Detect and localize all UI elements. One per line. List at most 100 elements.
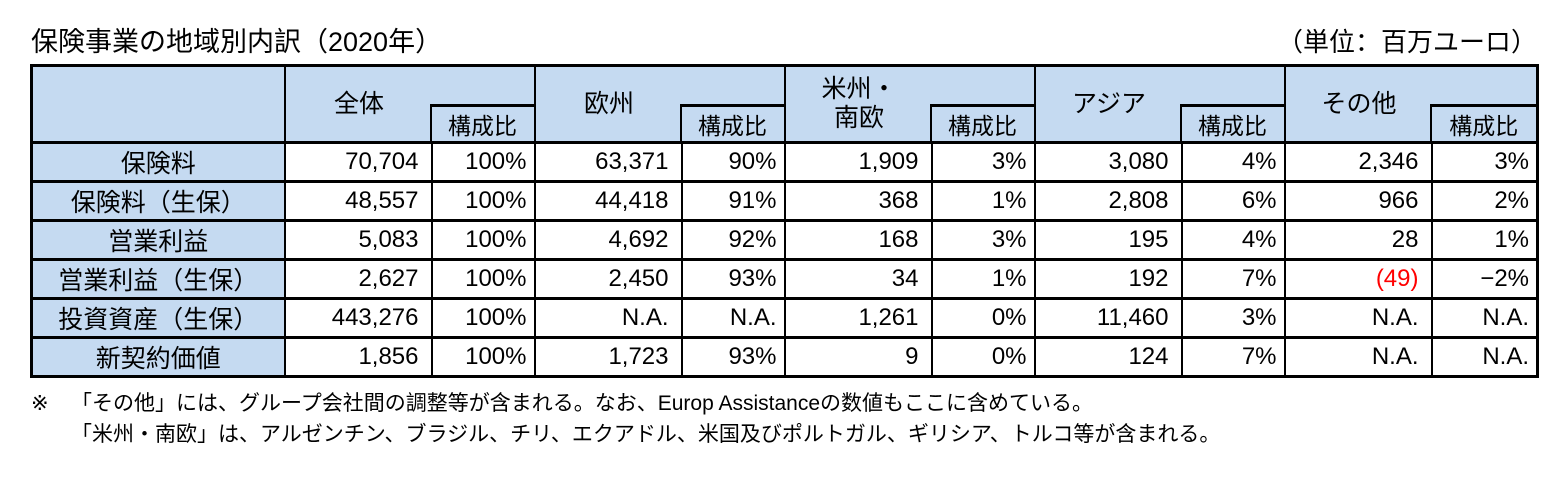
ratio-cell: N.A. — [680, 297, 786, 339]
ratio-cell: 100% — [430, 180, 536, 222]
ratio-cell: 3% — [930, 219, 1036, 261]
value-cell: 124 — [1033, 336, 1183, 378]
value-cell: 1,723 — [533, 336, 683, 378]
header-row: 全体 構成比 欧州 構成比 米州・ 南欧 構成比 — [30, 64, 1539, 144]
header-group-europe: 欧州 構成比 — [533, 64, 786, 144]
value-cell: 2,450 — [533, 258, 683, 300]
value-cell: N.A. — [533, 297, 683, 339]
table-row-premiums-life: 保険料（生保） 48,557 100% 44,418 91% 368 1% 2,… — [30, 180, 1539, 222]
header-label-europe-line1: 欧州 — [583, 89, 634, 118]
ratio-cell: N.A. — [1430, 297, 1539, 339]
row-label: 新契約価値 — [30, 336, 286, 378]
value-cell: 168 — [783, 219, 933, 261]
regional-breakdown-table: 全体 構成比 欧州 構成比 米州・ 南欧 構成比 — [30, 64, 1539, 378]
row-label: 営業利益（生保） — [30, 258, 286, 300]
value-cell: 2,808 — [1033, 180, 1183, 222]
value-cell: 368 — [783, 180, 933, 222]
corner-cell — [30, 64, 286, 144]
value-cell: 966 — [1283, 180, 1433, 222]
ratio-cell: 91% — [680, 180, 786, 222]
table-row-operating-profit: 営業利益 5,083 100% 4,692 92% 168 3% 195 4% … — [30, 219, 1539, 261]
ratio-cell: 90% — [680, 141, 786, 183]
value-cell: 1,856 — [283, 336, 433, 378]
ratio-cell: 3% — [1430, 141, 1539, 183]
value-cell: 2,346 — [1283, 141, 1433, 183]
header-ratio-asia: 構成比 — [1179, 104, 1283, 140]
value-cell: 1,261 — [783, 297, 933, 339]
page-title: 保険事業の地域別内訳（2020年） — [31, 27, 443, 57]
footnote-1-marker: ※ — [31, 392, 49, 415]
value-cell: 48,557 — [283, 180, 433, 222]
header-label-europe: 欧州 — [537, 69, 683, 140]
ratio-cell: 100% — [430, 141, 536, 183]
ratio-cell: 4% — [1180, 141, 1286, 183]
ratio-cell: 3% — [930, 141, 1036, 183]
row-label: 営業利益 — [30, 219, 286, 261]
ratio-cell: 1% — [930, 258, 1036, 300]
ratio-cell: 1% — [1430, 219, 1539, 261]
value-cell: 44,418 — [533, 180, 683, 222]
header-label-americas-line1: 米州・ — [821, 75, 897, 104]
header-label-total-line1: 全体 — [333, 89, 384, 118]
ratio-cell: 2% — [1430, 180, 1539, 222]
ratio-cell: N.A. — [1430, 336, 1539, 378]
ratio-cell: 3% — [1180, 297, 1286, 339]
header-ratio-others: 構成比 — [1429, 104, 1536, 140]
ratio-cell: 7% — [1180, 336, 1286, 378]
value-cell: 11,460 — [1033, 297, 1183, 339]
header-group-others: その他 構成比 — [1283, 64, 1539, 144]
header-group-total: 全体 構成比 — [283, 64, 536, 144]
footnotes: ※ 「その他」には、グループ会社間の調整等が含まれる。なお、Europ Assi… — [31, 388, 1220, 450]
value-cell: 5,083 — [283, 219, 433, 261]
header-ratio-europe: 構成比 — [679, 104, 783, 140]
ratio-cell: 93% — [680, 258, 786, 300]
value-cell: 2,627 — [283, 258, 433, 300]
table-row-premiums: 保険料 70,704 100% 63,371 90% 1,909 3% 3,08… — [30, 141, 1539, 183]
footnote-2-marker — [31, 419, 71, 450]
value-cell: 63,371 — [533, 141, 683, 183]
header-label-americas-southern-europe: 米州・ 南欧 — [787, 69, 933, 140]
value-cell: N.A. — [1283, 297, 1433, 339]
ratio-cell: 1% — [930, 180, 1036, 222]
footnote-2: 「米州・南欧」は、アルゼンチン、ブラジル、チリ、エクアドル、米国及びポルトガル、… — [31, 419, 1220, 450]
row-label: 保険料 — [30, 141, 286, 183]
header-label-total: 全体 — [287, 69, 433, 140]
header-ratio-total: 構成比 — [429, 104, 533, 140]
table-row-investment-assets-life: 投資資産（生保） 443,276 100% N.A. N.A. 1,261 0%… — [30, 297, 1539, 339]
footnote-2-text: 「米州・南欧」は、アルゼンチン、ブラジル、チリ、エクアドル、米国及びポルトガル、… — [71, 423, 1221, 446]
ratio-cell: 100% — [430, 297, 536, 339]
value-cell: N.A. — [1283, 336, 1433, 378]
footnote-1-text: 「その他」には、グループ会社間の調整等が含まれる。なお、Europ Assist… — [71, 392, 1093, 415]
ratio-cell: 92% — [680, 219, 786, 261]
value-cell: 443,276 — [283, 297, 433, 339]
value-cell: 9 — [783, 336, 933, 378]
footnote-1: ※ 「その他」には、グループ会社間の調整等が含まれる。なお、Europ Assi… — [31, 388, 1220, 419]
header-label-asia: アジア — [1037, 69, 1183, 140]
value-cell: 3,080 — [1033, 141, 1183, 183]
ratio-cell: 100% — [430, 336, 536, 378]
row-label: 保険料（生保） — [30, 180, 286, 222]
header-group-asia: アジア 構成比 — [1033, 64, 1286, 144]
ratio-cell: 0% — [930, 336, 1036, 378]
value-cell: 4,692 — [533, 219, 683, 261]
table-row-operating-profit-life: 営業利益（生保） 2,627 100% 2,450 93% 34 1% 192 … — [30, 258, 1539, 300]
ratio-cell: 6% — [1180, 180, 1286, 222]
ratio-cell: 100% — [430, 258, 536, 300]
table-row-new-business-value: 新契約価値 1,856 100% 1,723 93% 9 0% 124 7% N… — [30, 336, 1539, 378]
header-group-americas-southern-europe: 米州・ 南欧 構成比 — [783, 64, 1036, 144]
value-cell: 28 — [1283, 219, 1433, 261]
ratio-cell: 100% — [430, 219, 536, 261]
value-cell: 34 — [783, 258, 933, 300]
unit-label: （単位：百万ユーロ） — [1276, 27, 1537, 57]
value-cell: 195 — [1033, 219, 1183, 261]
header-label-others-line1: その他 — [1321, 89, 1397, 118]
value-cell: 70,704 — [283, 141, 433, 183]
header-label-asia-line1: アジア — [1071, 89, 1146, 118]
ratio-cell: 0% — [930, 297, 1036, 339]
header-label-americas-line2: 南欧 — [833, 104, 884, 132]
ratio-cell: 4% — [1180, 219, 1286, 261]
row-label: 投資資産（生保） — [30, 297, 286, 339]
ratio-cell: 93% — [680, 336, 786, 378]
ratio-cell: −2% — [1430, 258, 1539, 300]
